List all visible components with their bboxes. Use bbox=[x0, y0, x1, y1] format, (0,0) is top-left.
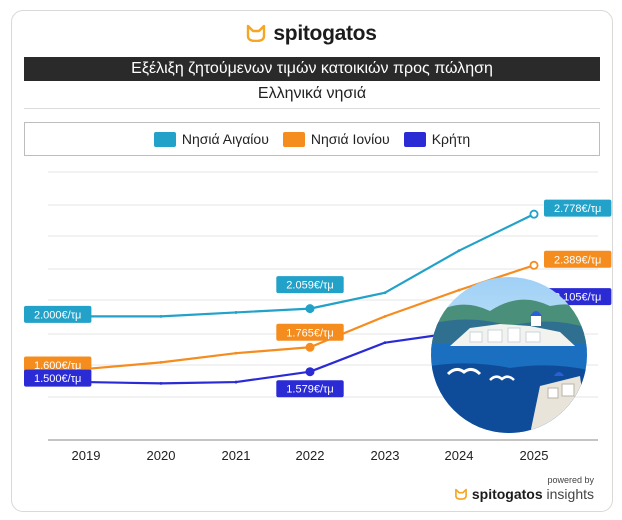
data-label: 2.389€/τμ bbox=[554, 254, 601, 266]
footer-brand-suffix: insights bbox=[546, 486, 594, 502]
data-label-bg bbox=[24, 369, 92, 387]
island-illustration bbox=[431, 277, 587, 433]
footer-brand: spitogatos insights bbox=[454, 486, 594, 502]
data-point bbox=[383, 314, 387, 318]
x-tick-label: 2019 bbox=[72, 448, 101, 463]
data-point bbox=[529, 260, 539, 270]
chart-subtitle: Ελληνικά νησιά bbox=[257, 85, 367, 102]
data-label: 1.600€/τμ bbox=[34, 360, 81, 372]
data-point bbox=[529, 209, 539, 219]
footer-brand-name: spitogatos bbox=[471, 486, 543, 502]
legend-swatch bbox=[153, 131, 176, 147]
legend: Νησιά Αιγαίου Νησιά Ιονίου Κρήτη bbox=[24, 122, 600, 156]
data-label-bg bbox=[276, 276, 344, 294]
data-point bbox=[159, 360, 163, 364]
legend-item-ionian: Νησιά Ιονίου bbox=[282, 131, 390, 147]
data-point bbox=[383, 291, 387, 295]
data-label-bg bbox=[544, 199, 612, 217]
legend-swatch bbox=[282, 131, 305, 147]
data-point bbox=[234, 380, 238, 384]
legend-label: Νησιά Αιγαίου bbox=[181, 131, 269, 147]
data-point bbox=[457, 249, 461, 253]
chart-title: Εξέλιξη ζητούμενων τιμών κατοικιών προς … bbox=[24, 57, 600, 81]
data-label: 2.059€/τμ bbox=[286, 280, 333, 292]
data-point bbox=[305, 304, 315, 314]
data-label-bg bbox=[24, 305, 92, 323]
subtitle-divider bbox=[24, 108, 600, 109]
x-tick-label: 2025 bbox=[520, 448, 549, 463]
legend-item-aegean: Νησιά Αιγαίου bbox=[153, 131, 269, 147]
data-point bbox=[383, 341, 387, 345]
data-point bbox=[159, 381, 163, 385]
data-label-bg bbox=[544, 250, 612, 268]
data-label: 2.778€/τμ bbox=[554, 203, 601, 215]
data-label-bg bbox=[276, 380, 344, 398]
x-tick-label: 2024 bbox=[445, 448, 474, 463]
data-label-bg bbox=[24, 356, 92, 374]
data-label: 2.000€/τμ bbox=[34, 309, 81, 321]
cat-logo-icon bbox=[247, 24, 266, 42]
data-point bbox=[305, 367, 315, 377]
x-tick-label: 2020 bbox=[147, 448, 176, 463]
brand-name: spitogatos bbox=[273, 22, 377, 45]
x-tick-label: 2022 bbox=[296, 448, 325, 463]
cat-logo-icon bbox=[454, 488, 467, 500]
x-tick-label: 2021 bbox=[222, 448, 251, 463]
legend-label: Κρήτη bbox=[431, 131, 471, 147]
data-point bbox=[234, 351, 238, 355]
legend-label: Νησιά Ιονίου bbox=[310, 131, 390, 147]
brand-logo: spitogatos bbox=[0, 22, 622, 46]
x-tick-label: 2023 bbox=[371, 448, 400, 463]
data-label: 1.579€/τμ bbox=[286, 384, 333, 396]
data-label: 1.765€/τμ bbox=[286, 327, 333, 339]
data-label-bg bbox=[276, 323, 344, 341]
powered-by-label: powered by bbox=[547, 475, 594, 485]
data-label: 1.500€/τμ bbox=[34, 373, 81, 385]
data-label: 2.105€/τμ bbox=[554, 292, 601, 304]
data-point bbox=[159, 314, 163, 318]
legend-swatch bbox=[403, 131, 426, 147]
data-point bbox=[234, 311, 238, 314]
data-point bbox=[305, 342, 315, 352]
legend-item-crete: Κρήτη bbox=[403, 131, 471, 147]
data-point bbox=[457, 288, 461, 292]
